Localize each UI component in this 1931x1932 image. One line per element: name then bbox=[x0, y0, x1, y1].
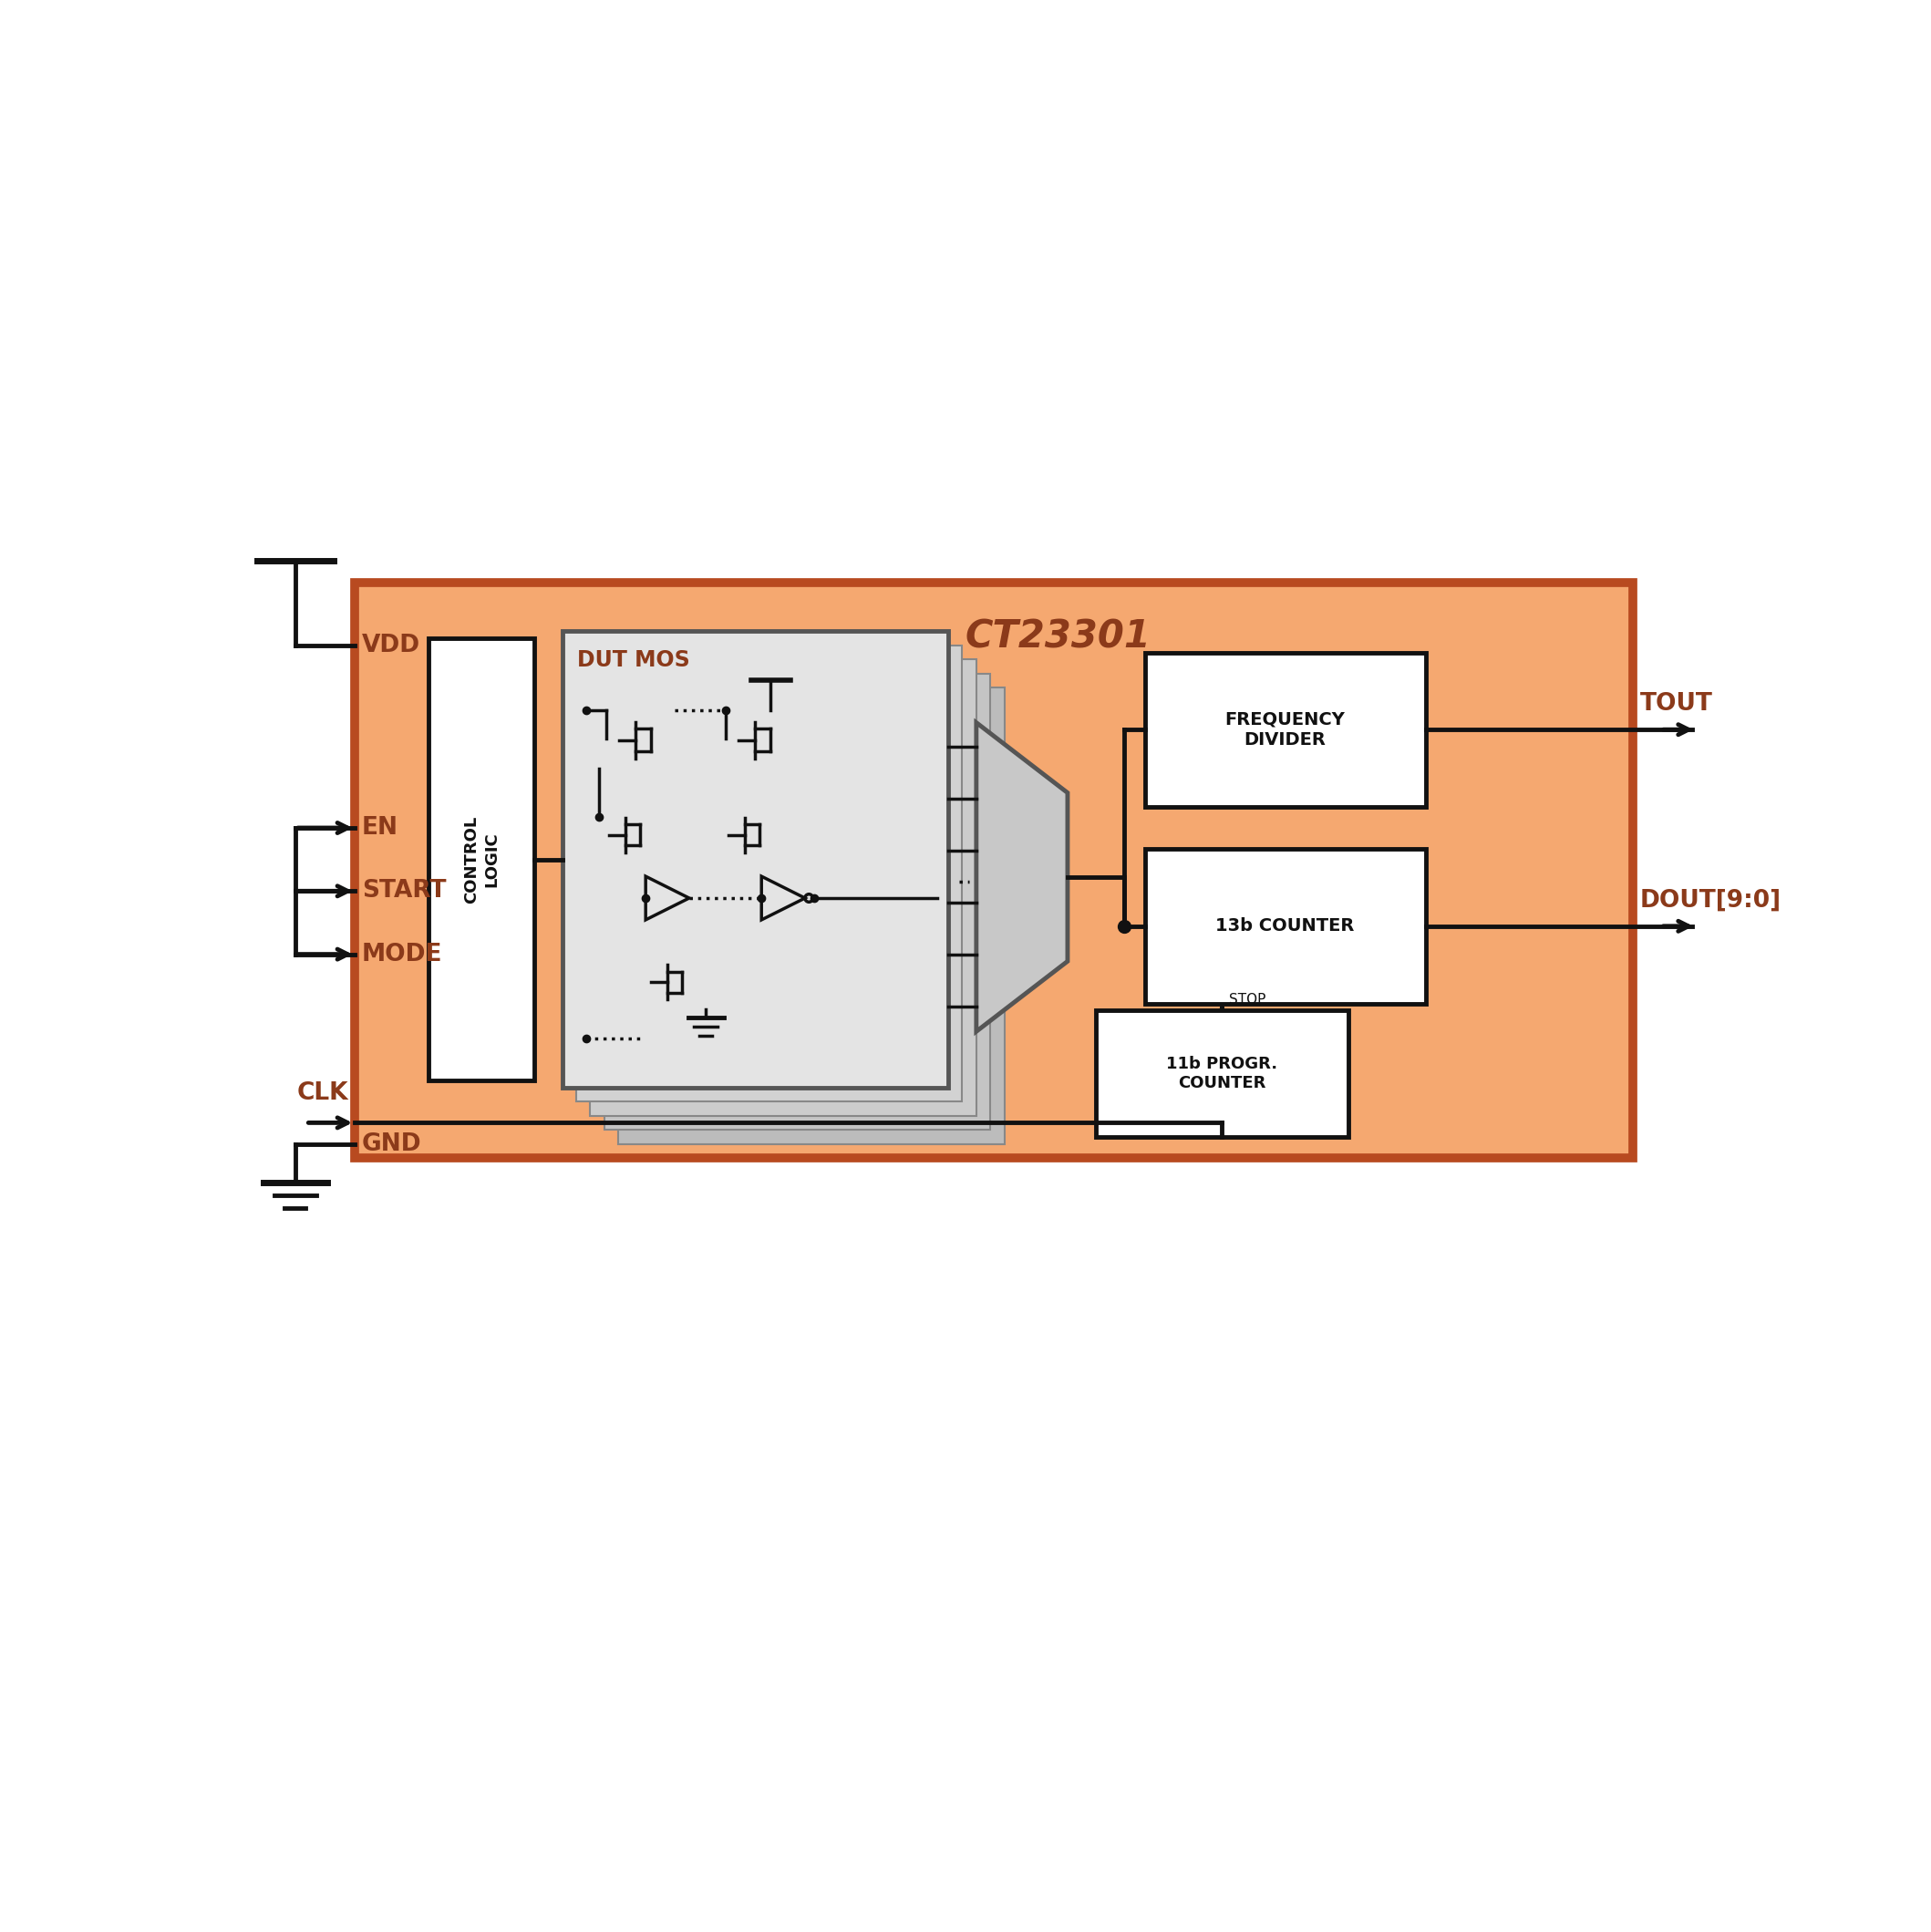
Text: VDD: VDD bbox=[361, 634, 421, 657]
Text: FREQUENCY
DIVIDER: FREQUENCY DIVIDER bbox=[1224, 711, 1346, 748]
Bar bbox=[429, 638, 535, 1080]
Bar bbox=[1095, 1010, 1348, 1136]
Text: CT23301: CT23301 bbox=[966, 616, 1151, 655]
Text: DUT MOS: DUT MOS bbox=[577, 649, 691, 670]
Text: CONTROL
LOGIC: CONTROL LOGIC bbox=[463, 815, 500, 904]
Text: STOP: STOP bbox=[1228, 993, 1267, 1007]
Bar bbox=[618, 688, 1004, 1144]
Text: CLK: CLK bbox=[297, 1082, 348, 1105]
Bar bbox=[1145, 848, 1425, 1003]
Text: DOUT[9:0]: DOUT[9:0] bbox=[1639, 889, 1780, 912]
Polygon shape bbox=[977, 723, 1068, 1032]
Bar bbox=[562, 632, 948, 1088]
Text: TOUT: TOUT bbox=[1639, 692, 1713, 715]
Text: EN: EN bbox=[361, 815, 398, 840]
Bar bbox=[355, 582, 1634, 1157]
Text: 11b PROGR.
COUNTER: 11b PROGR. COUNTER bbox=[1166, 1057, 1278, 1092]
Bar bbox=[591, 659, 977, 1115]
Text: 13b COUNTER: 13b COUNTER bbox=[1217, 918, 1356, 935]
Text: MODE: MODE bbox=[361, 943, 442, 966]
Bar bbox=[1145, 653, 1425, 808]
Bar bbox=[575, 645, 962, 1101]
Text: START: START bbox=[361, 879, 446, 902]
Bar bbox=[604, 674, 991, 1130]
Text: GND: GND bbox=[361, 1132, 421, 1155]
